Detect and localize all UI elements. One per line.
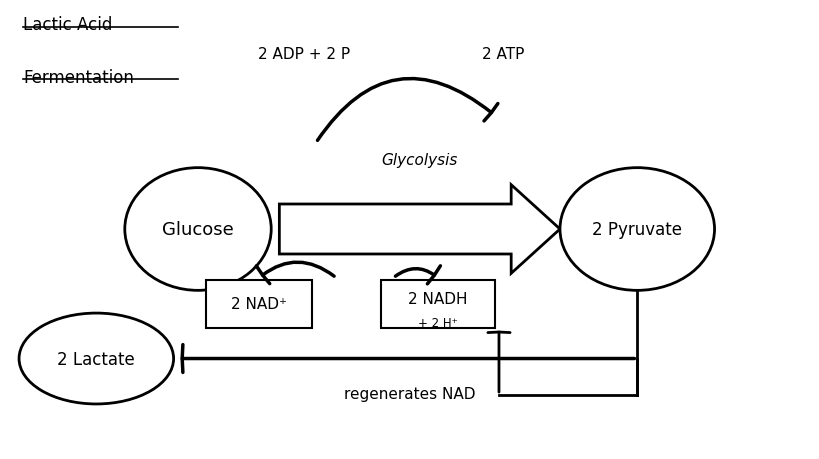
Text: 2 Lactate: 2 Lactate bbox=[57, 350, 135, 368]
Ellipse shape bbox=[19, 313, 174, 404]
Polygon shape bbox=[279, 185, 560, 274]
Text: 2 ADP + 2 P: 2 ADP + 2 P bbox=[258, 47, 350, 62]
Text: 2 ATP: 2 ATP bbox=[482, 47, 524, 62]
FancyBboxPatch shape bbox=[206, 280, 312, 328]
FancyBboxPatch shape bbox=[381, 280, 495, 328]
Ellipse shape bbox=[124, 168, 271, 291]
Text: Lactic Acid: Lactic Acid bbox=[23, 17, 112, 34]
Text: + 2 H⁺: + 2 H⁺ bbox=[418, 316, 458, 329]
Text: Glucose: Glucose bbox=[162, 220, 234, 239]
Text: Glycolysis: Glycolysis bbox=[382, 152, 458, 167]
Text: 2 Pyruvate: 2 Pyruvate bbox=[592, 220, 682, 239]
Text: 2 NADH: 2 NADH bbox=[408, 291, 468, 306]
Ellipse shape bbox=[560, 168, 714, 291]
Text: Fermentation: Fermentation bbox=[23, 68, 134, 86]
Text: 2 NAD⁺: 2 NAD⁺ bbox=[231, 297, 287, 312]
Text: regenerates NAD: regenerates NAD bbox=[344, 386, 475, 401]
